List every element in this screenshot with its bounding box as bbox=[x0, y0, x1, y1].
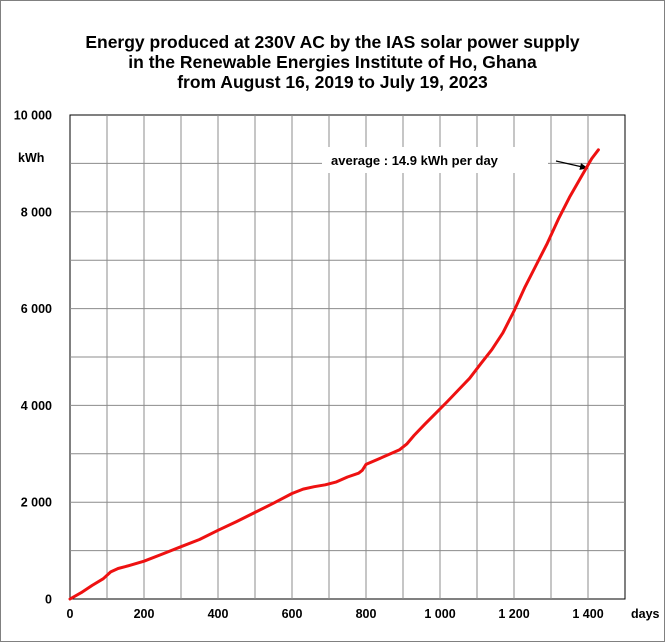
y-tick-label: 2 000 bbox=[21, 496, 52, 510]
chart-title-line-2: in the Renewable Energies Institute of H… bbox=[128, 52, 537, 72]
x-axis-label: days bbox=[631, 607, 660, 621]
x-tick-label: 1 400 bbox=[572, 607, 603, 621]
average-annotation: average : 14.9 kWh per day bbox=[331, 153, 499, 168]
energy-series-line bbox=[68, 148, 600, 601]
y-tick-label: 4 000 bbox=[21, 399, 52, 413]
x-tick-label: 1 200 bbox=[498, 607, 529, 621]
annotation-box bbox=[322, 147, 548, 173]
x-tick-label: 600 bbox=[282, 607, 303, 621]
x-tick-label: 0 bbox=[67, 607, 74, 621]
x-tick-labels: 0 200 400 600 800 1 000 1 200 1 400 bbox=[67, 607, 604, 621]
x-tick-label: 1 000 bbox=[424, 607, 455, 621]
x-tick-label: 200 bbox=[134, 607, 155, 621]
y-tick-label: 8 000 bbox=[21, 205, 52, 219]
y-tick-label: 10 000 bbox=[14, 109, 52, 123]
x-tick-label: 400 bbox=[208, 607, 229, 621]
chart-title-line-3: from August 16, 2019 to July 19, 2023 bbox=[177, 72, 488, 92]
y-axis-label: kWh bbox=[18, 151, 44, 165]
y-tick-label: 6 000 bbox=[21, 302, 52, 316]
x-tick-label: 800 bbox=[356, 607, 377, 621]
chart-title-line-1: Energy produced at 230V AC by the IAS so… bbox=[85, 32, 580, 52]
grid-lines bbox=[70, 115, 625, 599]
y-tick-label: 0 bbox=[45, 593, 52, 607]
y-tick-labels: 0 2 000 4 000 6 000 8 000 10 000 bbox=[14, 109, 52, 607]
